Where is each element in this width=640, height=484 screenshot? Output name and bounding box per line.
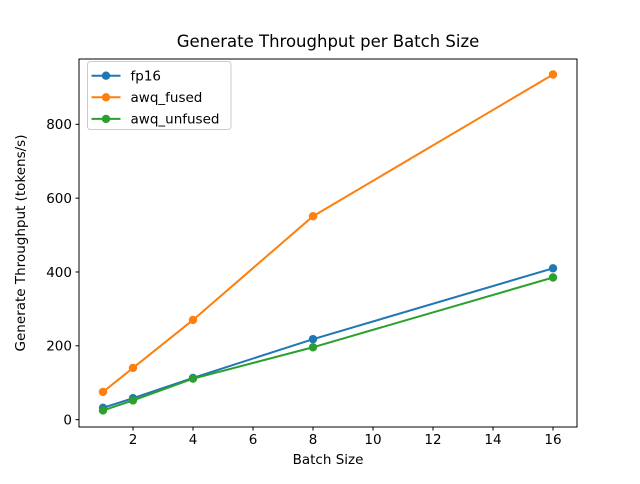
data-point-awq_unfused (308, 343, 318, 352)
series-awq_fused (98, 70, 558, 397)
legend-swatch-marker (101, 93, 111, 102)
series-awq_unfused (98, 273, 558, 415)
legend-item-awq_fused: awq_fused (91, 90, 203, 106)
data-point-awq_unfused (128, 396, 138, 405)
legend-item-fp16: fp16 (91, 69, 162, 85)
data-point-awq_fused (98, 387, 108, 397)
x-tick-label: 2 (129, 432, 138, 448)
chart-title: Generate Throughput per Batch Size (177, 32, 480, 51)
x-axis-label: Batch Size (293, 452, 364, 468)
x-tick-label: 14 (484, 432, 501, 448)
y-tick-label: 400 (46, 265, 72, 281)
x-tick-label: 16 (544, 432, 561, 448)
y-axis-label: Generate Throughput (tokens/s) (13, 135, 29, 352)
data-point-fp16 (548, 264, 558, 273)
y-tick-label: 200 (46, 339, 72, 355)
x-tick-label: 10 (364, 432, 381, 448)
y-tick-label: 0 (63, 412, 72, 428)
x-tick-label: 4 (189, 432, 198, 448)
data-point-fp16 (308, 334, 318, 344)
x-tick-label: 6 (249, 432, 258, 448)
legend-item-label: awq_unfused (131, 112, 220, 128)
data-point-awq_fused (128, 363, 138, 373)
y-axis: 0 200 400 600 800 (46, 117, 79, 428)
data-point-awq_unfused (98, 406, 108, 415)
y-tick-label: 800 (46, 117, 72, 133)
data-point-awq_fused (188, 315, 198, 325)
data-point-awq_unfused (188, 374, 198, 383)
x-axis: 2 4 6 8 10 12 14 16 (129, 427, 562, 448)
x-tick-label: 12 (424, 432, 441, 448)
legend-items: fp16 awq_fused awq_unfused (91, 69, 220, 128)
legend-item-awq_unfused: awq_unfused (91, 112, 220, 128)
legend-frame (87, 61, 232, 130)
series-lines (98, 70, 558, 415)
y-tick-label: 600 (46, 191, 72, 207)
legend: fp16 awq_fused awq_unfused (87, 61, 232, 130)
legend-item-label: fp16 (131, 69, 162, 85)
data-point-awq_fused (308, 212, 318, 221)
data-point-awq_unfused (548, 273, 558, 282)
data-point-awq_fused (548, 70, 558, 79)
x-tick-label: 8 (309, 432, 318, 448)
legend-swatch-marker (101, 114, 111, 124)
legend-swatch-marker (101, 71, 111, 80)
legend-item-label: awq_fused (131, 90, 203, 106)
